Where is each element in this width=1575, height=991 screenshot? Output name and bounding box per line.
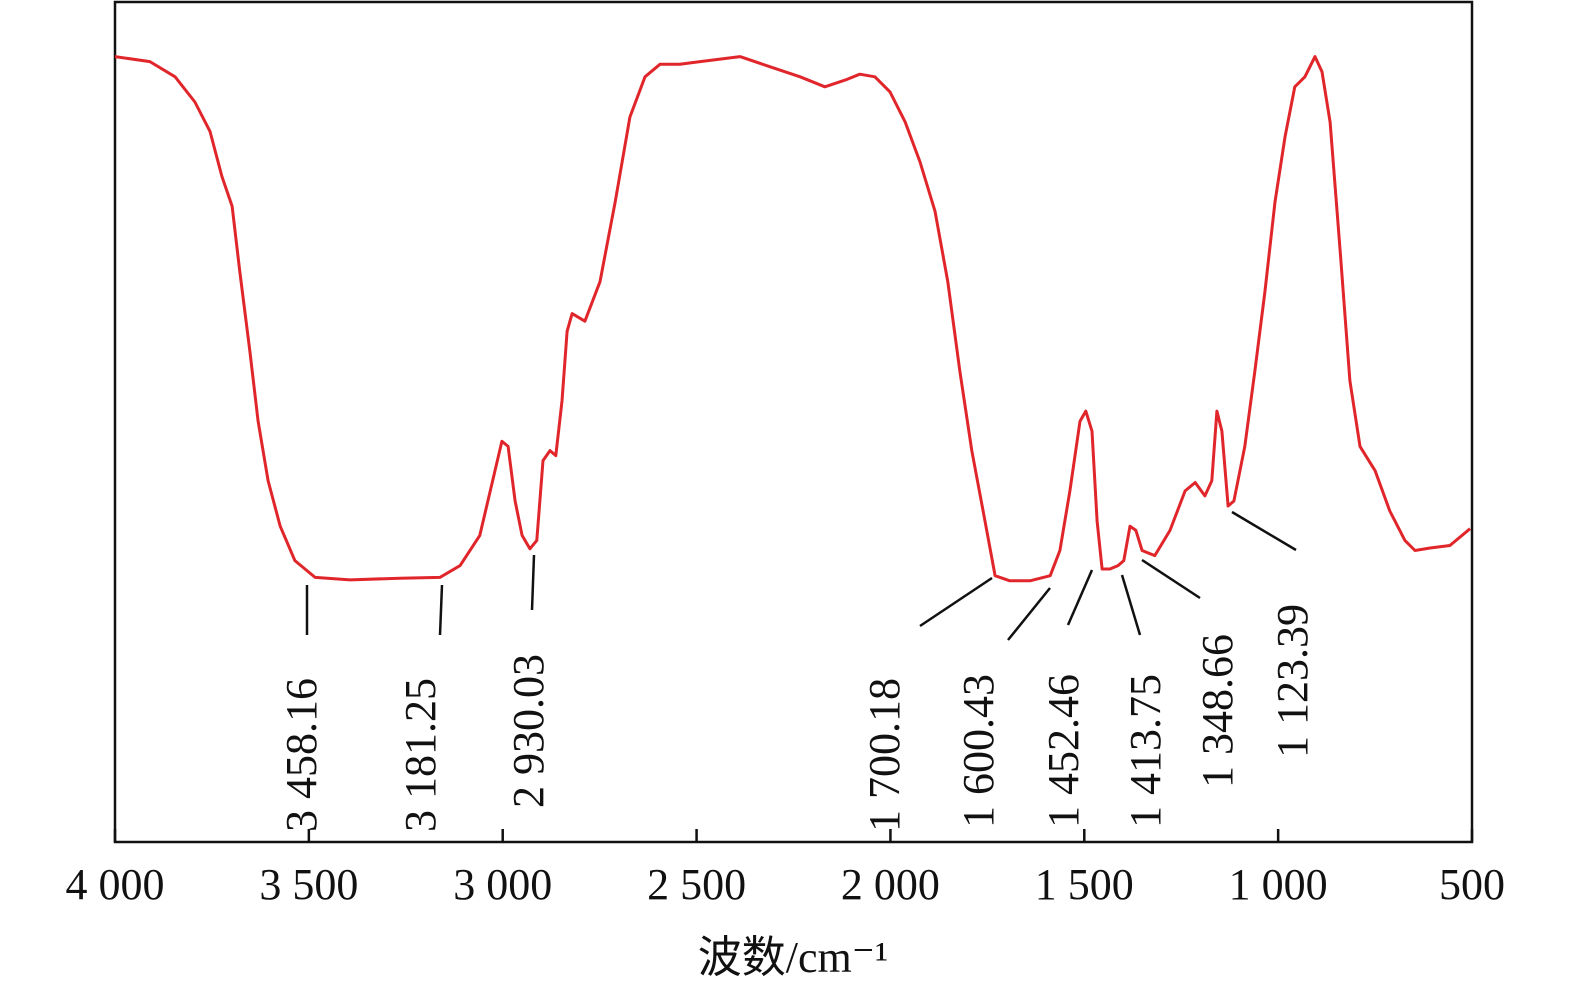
leader-line (530, 554, 536, 611)
x-tick-label: 500 (1439, 860, 1505, 909)
x-tick-label: 4 000 (66, 860, 165, 909)
spectrum-line (114, 55, 1472, 583)
leader-line (1231, 510, 1297, 552)
peak-label: 3 181.25 (396, 678, 445, 832)
peak-label: 1 700.18 (860, 678, 909, 832)
x-tick-label: 2 000 (841, 860, 940, 909)
peak-label: 1 348.66 (1193, 634, 1242, 788)
leader-line (919, 576, 993, 628)
leader-line (1007, 587, 1051, 641)
x-axis-label: 波数/cm⁻¹ (698, 933, 888, 982)
x-tick-label: 2 500 (647, 860, 746, 909)
peak-label: 1 123.39 (1268, 604, 1317, 758)
plot-frame (113, 0, 1474, 844)
leader-line (1141, 558, 1201, 600)
leader-line (1120, 574, 1142, 636)
peak-label: 1 413.75 (1121, 674, 1170, 828)
peak-label: 1 600.43 (954, 674, 1003, 828)
leader-line (1066, 569, 1094, 626)
peak-label: 2 930.03 (504, 654, 553, 808)
peak-label: 1 452.46 (1039, 674, 1088, 828)
x-tick-label: 3 000 (453, 860, 552, 909)
x-tick-label: 3 500 (259, 860, 358, 909)
peak-label: 3 458.16 (277, 678, 326, 832)
x-tick-label: 1 000 (1229, 860, 1328, 909)
x-tick-label: 1 500 (1035, 860, 1134, 909)
leader-line (438, 584, 444, 636)
